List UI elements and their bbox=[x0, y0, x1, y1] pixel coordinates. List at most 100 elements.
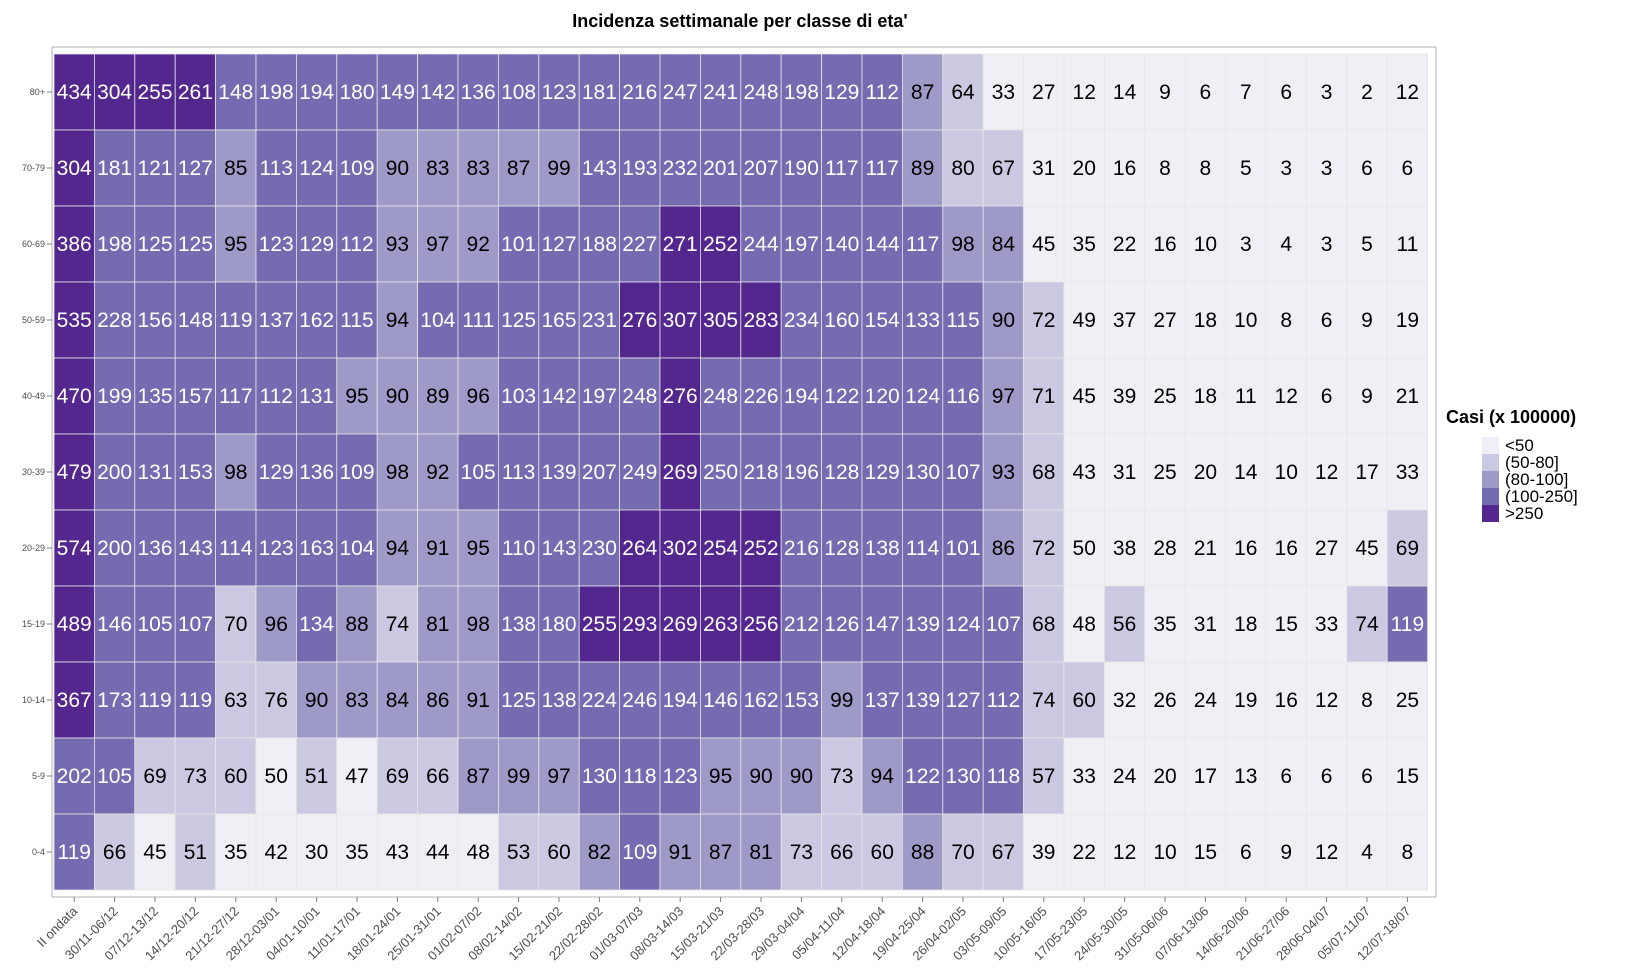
cell-value: 138 bbox=[865, 537, 900, 560]
cell-value: 74 bbox=[386, 613, 410, 636]
cell-value: 119 bbox=[179, 689, 212, 712]
heatmap-cell bbox=[174, 813, 216, 891]
cell-value: 120 bbox=[865, 385, 900, 408]
cell-value: 50 bbox=[1073, 537, 1096, 560]
heatmap-cell bbox=[1184, 357, 1226, 435]
heatmap-cell bbox=[1104, 205, 1146, 283]
cell-value: 121 bbox=[137, 157, 172, 180]
cell-value: 101 bbox=[945, 537, 980, 560]
cell-value: 269 bbox=[663, 613, 698, 636]
heatmap-cell bbox=[1184, 205, 1226, 283]
cell-value: 190 bbox=[784, 157, 819, 180]
cell-value: 73 bbox=[790, 841, 813, 864]
cell-value: 163 bbox=[299, 537, 334, 560]
cell-value: 135 bbox=[137, 385, 172, 408]
heatmap-cell bbox=[1144, 53, 1186, 131]
heatmap-cell bbox=[417, 433, 459, 511]
heatmap-cell bbox=[538, 509, 580, 587]
heatmap-cell bbox=[578, 813, 621, 891]
cell-value: 4 bbox=[1361, 841, 1373, 864]
cell-value: 305 bbox=[703, 309, 738, 332]
heatmap-cell bbox=[1023, 281, 1065, 359]
cell-value: 130 bbox=[582, 765, 617, 788]
cell-value: 226 bbox=[743, 385, 778, 408]
heatmap-cell bbox=[174, 509, 216, 587]
heatmap-cell bbox=[457, 661, 499, 739]
legend-swatch bbox=[1482, 488, 1499, 505]
cell-value: 9 bbox=[1361, 385, 1373, 408]
cell-value: 12 bbox=[1396, 81, 1419, 104]
cell-value: 72 bbox=[1032, 537, 1055, 560]
cell-value: 33 bbox=[992, 81, 1015, 104]
cell-value: 180 bbox=[339, 81, 374, 104]
heatmap-cell bbox=[1104, 509, 1146, 587]
cell-value: 194 bbox=[299, 81, 334, 104]
legend-swatch bbox=[1482, 505, 1499, 522]
cell-value: 188 bbox=[582, 233, 617, 256]
heatmap-cell bbox=[982, 129, 1025, 207]
heatmap-cell bbox=[821, 813, 863, 891]
cell-value: 73 bbox=[184, 765, 207, 788]
heatmap-cell bbox=[861, 585, 903, 663]
heatmap-cell bbox=[295, 205, 338, 283]
cell-value: 386 bbox=[57, 233, 92, 256]
heatmap-cell bbox=[1023, 205, 1065, 283]
cell-value: 153 bbox=[784, 689, 819, 712]
heatmap-cell bbox=[417, 585, 459, 663]
cell-value: 37 bbox=[1113, 309, 1136, 332]
heatmap-cell bbox=[1023, 813, 1065, 891]
heatmap-cell bbox=[336, 129, 378, 207]
cell-value: 129 bbox=[865, 461, 900, 484]
cell-value: 246 bbox=[622, 689, 657, 712]
heatmap-cell bbox=[861, 129, 903, 207]
cell-value: 96 bbox=[467, 385, 490, 408]
heatmap-cell bbox=[578, 205, 621, 283]
cell-value: 15 bbox=[1396, 765, 1419, 788]
cell-value: 574 bbox=[57, 537, 92, 560]
cell-value: 22 bbox=[1073, 841, 1096, 864]
heatmap-cell bbox=[1104, 737, 1146, 815]
heatmap-cell bbox=[497, 585, 540, 663]
heatmap-cell bbox=[538, 205, 580, 283]
cell-value: 15 bbox=[1194, 841, 1217, 864]
heatmap-cell bbox=[1265, 509, 1307, 587]
cell-value: 283 bbox=[743, 309, 778, 332]
cell-value: 25 bbox=[1153, 461, 1176, 484]
heatmap-cell bbox=[295, 737, 338, 815]
heatmap-cell bbox=[497, 357, 540, 435]
heatmap-cell bbox=[659, 585, 701, 663]
cell-value: 80 bbox=[951, 157, 974, 180]
cell-value: 129 bbox=[259, 461, 294, 484]
cell-value: 207 bbox=[582, 461, 617, 484]
cell-value: 22 bbox=[1113, 233, 1136, 256]
heatmap-cell bbox=[578, 509, 621, 587]
heatmap-cell bbox=[1225, 53, 1267, 131]
heatmap-cell bbox=[982, 433, 1025, 511]
heatmap-cell bbox=[457, 585, 499, 663]
cell-value: 122 bbox=[905, 765, 940, 788]
heatmap-cell bbox=[497, 813, 540, 891]
heatmap-cell bbox=[295, 281, 338, 359]
cell-value: 9 bbox=[1361, 309, 1373, 332]
cell-value: 156 bbox=[137, 309, 172, 332]
heatmap-cell bbox=[780, 357, 823, 435]
heatmap-cell bbox=[780, 53, 823, 131]
heatmap-cell bbox=[376, 509, 419, 587]
cell-value: 95 bbox=[224, 233, 247, 256]
y-tick-label: 40-49 bbox=[22, 391, 45, 401]
heatmap-cell bbox=[700, 585, 742, 663]
cell-value: 232 bbox=[663, 157, 698, 180]
cell-value: 101 bbox=[501, 233, 536, 256]
cell-value: 103 bbox=[501, 385, 536, 408]
cell-value: 198 bbox=[259, 81, 294, 104]
heatmap-cell bbox=[215, 205, 257, 283]
heatmap-cell bbox=[942, 661, 984, 739]
heatmap-cell bbox=[53, 433, 95, 511]
cell-value: 250 bbox=[703, 461, 738, 484]
cell-value: 18 bbox=[1234, 613, 1257, 636]
heatmap-cell bbox=[659, 53, 701, 131]
cell-value: 72 bbox=[1032, 309, 1055, 332]
heatmap-cell bbox=[53, 585, 95, 663]
heatmap-cell bbox=[982, 357, 1025, 435]
heatmap-cell bbox=[417, 129, 459, 207]
